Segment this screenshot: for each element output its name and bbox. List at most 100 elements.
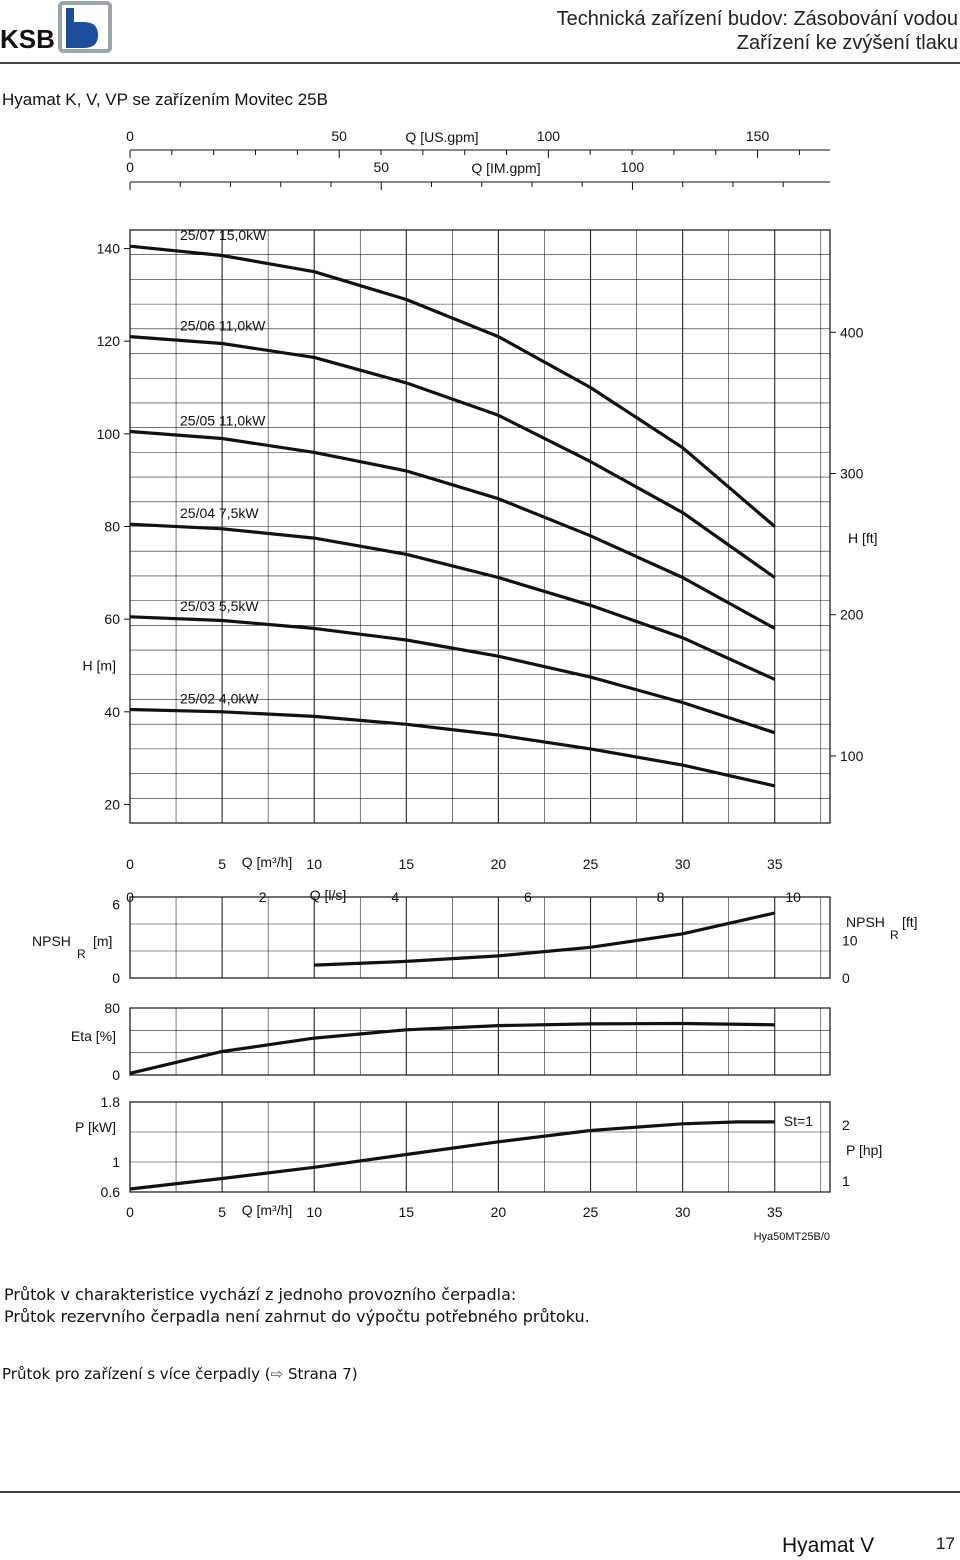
note-line-3-prefix: Průtok pro zařízení s více čerpadly (	[2, 1365, 271, 1383]
eff-ylabel: Eta [%]	[71, 1028, 116, 1044]
section-title: Hyamat K, V, VP se zařízením Movitec 25B	[2, 90, 328, 109]
power-annotation-st1: St=1	[784, 1113, 813, 1129]
footer-product: Hyamat V	[782, 1534, 875, 1557]
power-right-ylabel: P [hp]	[846, 1142, 882, 1158]
footer-page-number: 17	[936, 1534, 955, 1553]
ls-axis-label: Q [l/s]	[310, 887, 347, 903]
eff-ytick-label: 0	[112, 1067, 120, 1083]
note-line-1: Průtok v charakteristice vychází z jedno…	[4, 1285, 517, 1304]
q-axis-mid-tick-label: 35	[767, 856, 783, 872]
ls-tick-label: 10	[785, 889, 801, 905]
head-right-ytick-label: 200	[840, 607, 864, 623]
head-right-ytick-label: 300	[840, 466, 864, 482]
q-axis-mid-tick-label: 30	[675, 856, 691, 872]
head-ytick-label: 60	[104, 611, 120, 627]
us-gpm-tick-label: 150	[746, 128, 770, 144]
head-ytick-label: 20	[104, 796, 120, 812]
eff-ytick-label: 80	[104, 1000, 120, 1016]
power-ytick-label: 0.6	[101, 1184, 121, 1200]
eff-frame	[129, 1007, 831, 1076]
head-curve-label: 25/06 11,0kW	[180, 318, 266, 334]
chart-grid	[124, 149, 836, 1193]
power-frame	[129, 1101, 831, 1193]
npsh-right-ytick-label: 0	[842, 970, 850, 986]
figure-id: Hya50MT25B/0	[754, 1231, 830, 1243]
head-curve-3	[129, 429, 776, 630]
note-line-2: Průtok rezervního čerpadla není zahrnut …	[4, 1307, 590, 1326]
q-axis-bottom-tick-label: 10	[306, 1204, 322, 1220]
q-axis-mid-tick-label: 0	[126, 856, 134, 872]
q-axis-mid-tick-label: 5	[218, 856, 226, 872]
im-gpm-tick-label: 0	[126, 159, 134, 175]
logo-text: KSB	[0, 24, 55, 54]
head-curve-5	[129, 615, 776, 735]
head-curve-label: 25/04 7,5kW	[180, 505, 259, 521]
ls-tick-label: 2	[259, 889, 267, 905]
head-curve-6	[129, 707, 776, 788]
header-title: Technická zařízení budov: Zásobování vod…	[556, 8, 958, 30]
head-ytick-label: 120	[97, 333, 121, 349]
npsh-right-ylabel-unit: [ft]	[902, 914, 918, 930]
npsh-ytick-label: 6	[112, 896, 120, 912]
notes: Průtok v charakteristice vychází z jedno…	[4, 1284, 590, 1328]
us-gpm-tick-label: 0	[126, 128, 134, 144]
npsh-ylabel-sub: R	[77, 947, 86, 961]
q-axis-bottom-tick-label: 15	[399, 1204, 415, 1220]
logo-square	[58, 1, 112, 53]
q-axis-mid-tick-label: 20	[491, 856, 507, 872]
ls-tick-label: 8	[657, 889, 665, 905]
head-curve-label: 25/02 4,0kW	[180, 690, 259, 706]
header-rule	[0, 62, 960, 64]
head-right-ytick-label: 100	[840, 748, 864, 764]
head-curve-label: 25/05 11,0kW	[180, 413, 266, 429]
head-right-ytick-label: 400	[840, 324, 864, 340]
npsh-ytick-label: 0	[112, 970, 120, 986]
power-right-ytick-label: 1	[842, 1173, 850, 1189]
q-axis-bottom-label: Q [m³/h]	[242, 1202, 293, 1218]
head-ytick-label: 140	[97, 241, 121, 257]
ls-tick-label: 6	[524, 889, 532, 905]
power-ylabel: P [kW]	[75, 1119, 116, 1135]
im-gpm-axis-label: Q [IM.gpm]	[471, 160, 540, 176]
head-ytick-label: 40	[104, 704, 120, 720]
head-ylabel: H [m]	[83, 657, 116, 673]
chart-curves	[129, 244, 776, 1191]
npsh-right-ytick-label: 10	[842, 933, 858, 949]
ls-tick-label: 4	[391, 889, 399, 905]
us-gpm-tick-label: 100	[537, 128, 561, 144]
power-ytick-label: 1	[112, 1154, 120, 1170]
header-subtitle: Zařízení ke zvýšení tlaku	[736, 32, 958, 54]
q-axis-mid-tick-label: 25	[583, 856, 599, 872]
npsh-right-ylabel: NPSH	[846, 914, 885, 930]
head-curve-1	[129, 244, 776, 528]
head-ytick-label: 80	[104, 519, 120, 535]
power-right-ytick-label: 2	[842, 1117, 850, 1133]
ksb-logo: KSB	[0, 1, 112, 54]
logo-b-mark	[66, 8, 98, 48]
head-curve-2	[129, 335, 776, 579]
q-axis-mid-tick-label: 15	[399, 856, 415, 872]
footer-rule	[0, 1491, 960, 1493]
us-gpm-axis-label: Q [US.gpm]	[405, 129, 478, 145]
q-axis-bottom-tick-label: 35	[767, 1204, 783, 1220]
power-curve	[129, 1120, 775, 1191]
im-gpm-tick-label: 50	[373, 159, 389, 175]
npsh-frame	[129, 896, 831, 979]
q-axis-bottom-tick-label: 0	[126, 1204, 134, 1220]
q-axis-bottom-tick-label: 20	[491, 1204, 507, 1220]
im-gpm-tick-label: 100	[621, 159, 645, 175]
head-curve-4	[129, 522, 776, 681]
head-curve-label: 25/03 5,5kW	[180, 598, 259, 614]
q-axis-bottom-tick-label: 5	[218, 1204, 226, 1220]
head-ytick-label: 100	[97, 426, 121, 442]
power-ytick-label: 1.8	[101, 1094, 121, 1110]
q-axis-mid-tick-label: 10	[306, 856, 322, 872]
npsh-curve	[314, 911, 776, 967]
note-line-3: Průtok pro zařízení s více čerpadly (⇨ S…	[2, 1365, 358, 1383]
ls-tick-label: 0	[126, 889, 134, 905]
note-line-3-link[interactable]: Strana 7)	[288, 1365, 358, 1383]
npsh-ylabel-unit: [m]	[93, 933, 112, 949]
eff-curve	[129, 1021, 775, 1075]
